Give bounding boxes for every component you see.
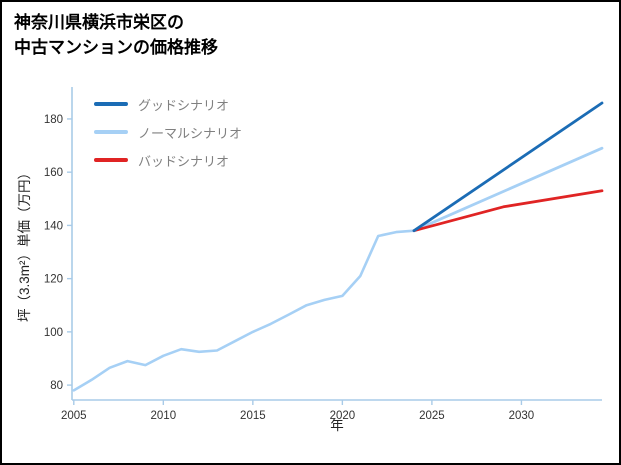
x-tick-label: 2020 bbox=[330, 410, 356, 422]
legend-swatch-bad-scenario bbox=[94, 158, 128, 162]
legend-swatch-good-scenario bbox=[94, 102, 128, 106]
y-tick-label: 80 bbox=[50, 380, 63, 392]
chart-title-line2: 中古マンションの価格推移 bbox=[14, 37, 218, 57]
legend: グッドシナリオ ノーマルシナリオ バッドシナリオ bbox=[94, 95, 242, 169]
series-line-ノーマルシナリオ bbox=[412, 146, 604, 233]
legend-label-good-scenario: グッドシナリオ bbox=[138, 97, 230, 113]
y-tick-label: 120 bbox=[44, 274, 63, 286]
y-tick-label: 180 bbox=[44, 114, 63, 126]
x-tick-label: 2005 bbox=[61, 410, 87, 422]
legend-swatch-normal-scenario bbox=[94, 130, 128, 134]
chart-title-line1: 神奈川県横浜市栄区の bbox=[14, 13, 184, 32]
legend-item-good-scenario: グッドシナリオ bbox=[94, 95, 242, 113]
legend-label-normal-scenario: ノーマルシナリオ bbox=[138, 125, 243, 141]
legend-item-bad-scenario: バッドシナリオ bbox=[94, 151, 242, 169]
legend-label-bad-scenario: バッドシナリオ bbox=[138, 153, 230, 169]
x-tick-label: 2030 bbox=[509, 410, 535, 422]
y-axis-label: 坪（3.3m²）単価（万円） bbox=[17, 165, 32, 323]
series-line-グッドシナリオ bbox=[412, 101, 604, 233]
chart-title: 神奈川県横浜市栄区の 中古マンションの価格推移 bbox=[14, 11, 218, 60]
x-tick-label: 2010 bbox=[151, 410, 177, 422]
x-tick-label: 2025 bbox=[419, 410, 445, 422]
x-tick-label: 2015 bbox=[240, 410, 266, 422]
x-axis-label: 年 bbox=[330, 418, 344, 433]
series-line-実績（過去推移） bbox=[72, 229, 416, 392]
y-tick-label: 100 bbox=[44, 327, 63, 339]
y-tick-label: 140 bbox=[44, 220, 63, 232]
series-line-バッドシナリオ bbox=[412, 189, 604, 233]
legend-item-normal-scenario: ノーマルシナリオ bbox=[94, 123, 242, 141]
y-tick-label: 160 bbox=[44, 167, 63, 179]
